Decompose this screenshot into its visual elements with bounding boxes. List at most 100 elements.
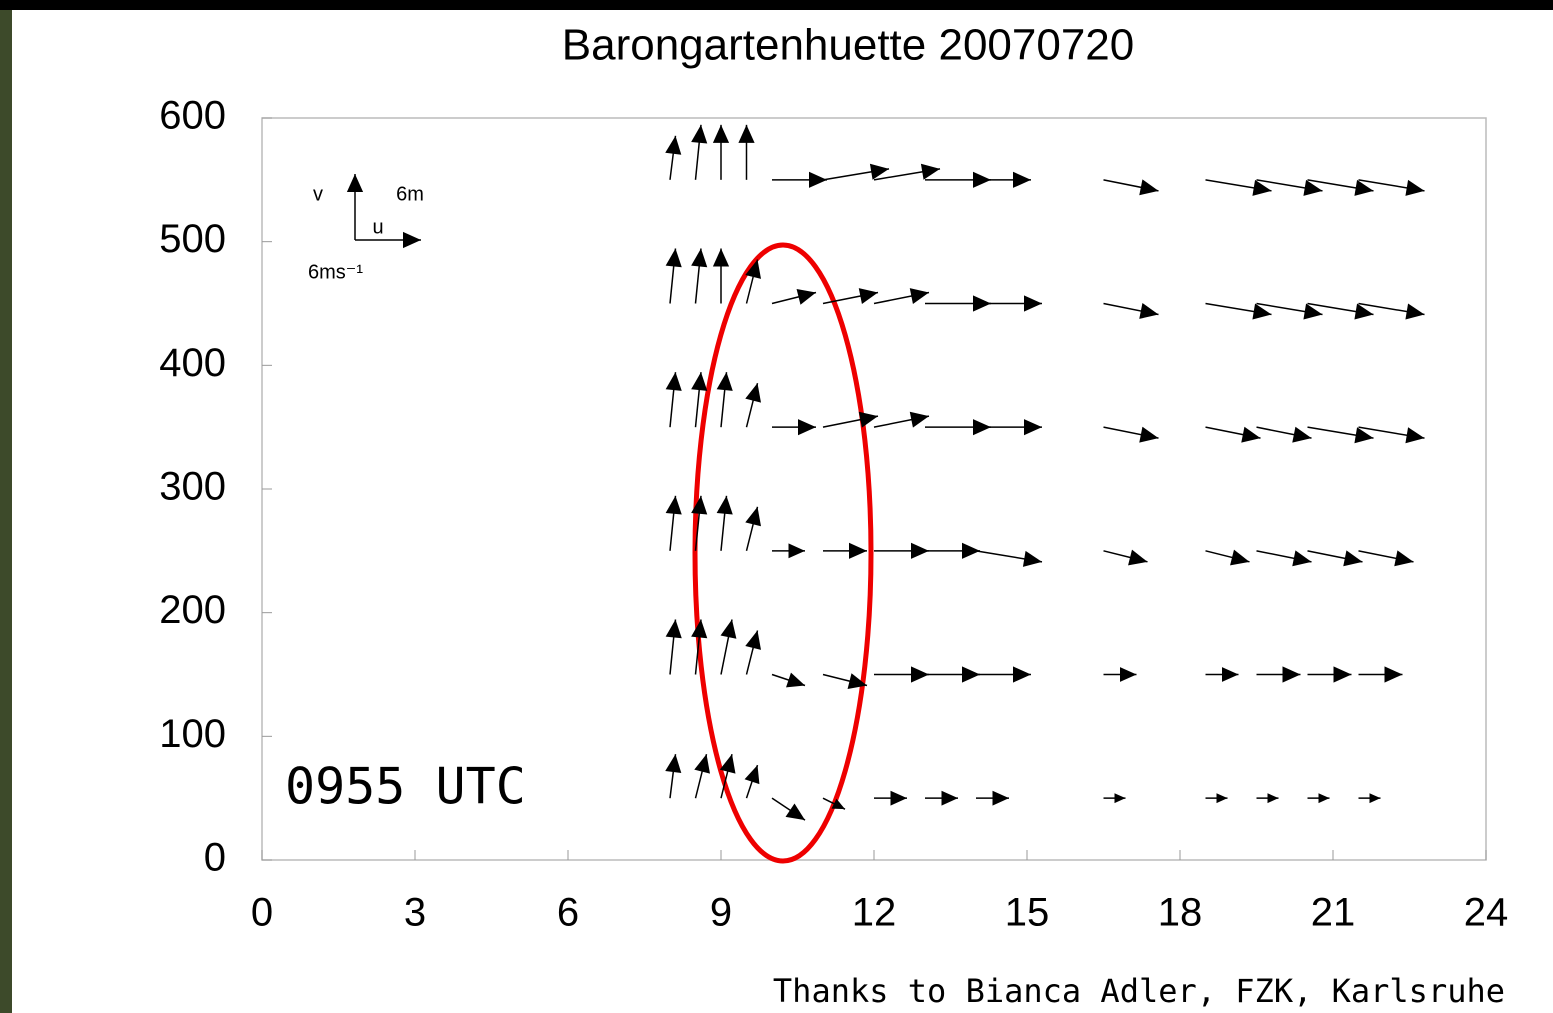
arrow-head xyxy=(847,673,867,689)
arrow-head xyxy=(1292,426,1312,443)
arrow-head xyxy=(920,163,940,180)
wind-vector xyxy=(874,790,907,806)
wind-vector xyxy=(874,542,929,559)
wind-vector xyxy=(1358,550,1414,567)
reference-arrows xyxy=(346,174,421,249)
arrow-head xyxy=(1139,303,1159,319)
arrow-head xyxy=(788,543,805,559)
wind-vector xyxy=(873,163,941,181)
arrow-head xyxy=(1024,295,1042,312)
wind-vector xyxy=(772,171,827,188)
wind-vector xyxy=(976,419,1042,436)
y-tick-label: 200 xyxy=(159,588,226,632)
arrow-head xyxy=(849,542,867,559)
arrow-head xyxy=(1222,667,1239,682)
wind-vector xyxy=(745,382,761,428)
wind-vector xyxy=(1103,302,1159,319)
wind-vector xyxy=(719,753,736,799)
arrow-head xyxy=(809,171,827,188)
arrow-head xyxy=(691,495,708,515)
arrow-head xyxy=(691,124,708,144)
wind-vector xyxy=(716,495,733,551)
wind-vector xyxy=(1205,302,1272,320)
arrow-head xyxy=(858,288,878,304)
arrow-head xyxy=(1354,303,1374,320)
arrow-head xyxy=(1139,426,1159,443)
arrow-head xyxy=(909,288,929,304)
highlight-ellipse xyxy=(692,242,874,864)
wind-vector xyxy=(925,666,980,683)
wind-vector xyxy=(822,411,879,428)
wind-vector xyxy=(716,372,733,428)
wind-vector xyxy=(822,797,846,810)
wind-vector xyxy=(745,259,761,304)
arrow-head xyxy=(665,619,682,639)
arrow-head xyxy=(745,506,761,527)
arrow-head xyxy=(346,174,364,192)
wind-vector xyxy=(1103,179,1159,196)
wind-vector xyxy=(925,542,980,559)
wind-vector xyxy=(771,797,806,821)
wind-vector xyxy=(822,673,868,689)
chart-title: Barongartenhuette 20070720 xyxy=(562,21,1135,70)
arrow-head xyxy=(858,411,878,428)
wind-vector xyxy=(976,171,1031,188)
arrow-head xyxy=(1139,179,1159,196)
arrow-head xyxy=(1303,179,1323,196)
arrow-head xyxy=(665,495,682,515)
arrow-head xyxy=(712,124,730,143)
arrow-head xyxy=(691,372,708,391)
wind-vector xyxy=(772,543,805,559)
wind-vector xyxy=(691,372,708,428)
arrow-head xyxy=(890,790,907,806)
arrow-head xyxy=(831,798,845,810)
wind-vector xyxy=(744,764,760,799)
arrow-head xyxy=(1230,549,1250,566)
wind-vector xyxy=(1256,302,1323,320)
arrow-head xyxy=(1354,179,1374,196)
arrow-head xyxy=(992,790,1009,806)
arrow-head xyxy=(720,619,737,639)
arrow-head xyxy=(962,542,980,559)
wind-vector xyxy=(712,248,730,304)
time-annotation: 0955 UTC xyxy=(285,758,526,816)
arrow-head xyxy=(1354,427,1374,444)
wind-vector xyxy=(694,753,710,799)
wind-vector xyxy=(738,124,755,180)
x-tick-label: 21 xyxy=(1311,891,1356,935)
wind-vector xyxy=(1307,550,1363,567)
arrow-head xyxy=(962,666,980,683)
arrow-head xyxy=(786,672,805,688)
arrow-head xyxy=(869,163,889,180)
wind-vector xyxy=(665,372,682,428)
arrow-head xyxy=(1013,171,1031,188)
wind-vector xyxy=(1205,549,1250,566)
arrow-head xyxy=(1394,550,1414,567)
wind-vector xyxy=(1307,666,1352,683)
arrow-head xyxy=(1267,793,1279,804)
arrow-head xyxy=(1369,793,1381,804)
arrow-head xyxy=(744,765,760,785)
arrow-head xyxy=(1128,549,1148,566)
wind-vector xyxy=(771,672,806,688)
reference-v-text: 6m xyxy=(396,183,424,205)
arrow-head xyxy=(745,383,761,403)
wind-vector xyxy=(925,790,958,806)
reference-u-text: 6ms⁻¹ xyxy=(308,261,363,283)
wind-vector xyxy=(1256,550,1312,567)
wind-vector xyxy=(1256,179,1323,196)
y-tick-label: 600 xyxy=(159,94,226,138)
wind-vector xyxy=(1307,302,1374,320)
credit: Thanks to Bianca Adler, FZK, Karlsruhe xyxy=(773,972,1505,1010)
wind-vector xyxy=(1205,426,1261,443)
wind-vector xyxy=(1358,426,1425,444)
arrow-head xyxy=(1303,303,1323,320)
arrow-head xyxy=(1333,666,1352,683)
wind-vector xyxy=(1358,302,1425,320)
y-tick-label: 300 xyxy=(159,465,226,509)
arrow-head xyxy=(745,259,761,279)
wind-vector xyxy=(1103,667,1137,682)
plot-page xyxy=(12,10,1553,1013)
wind-vector xyxy=(745,506,761,552)
